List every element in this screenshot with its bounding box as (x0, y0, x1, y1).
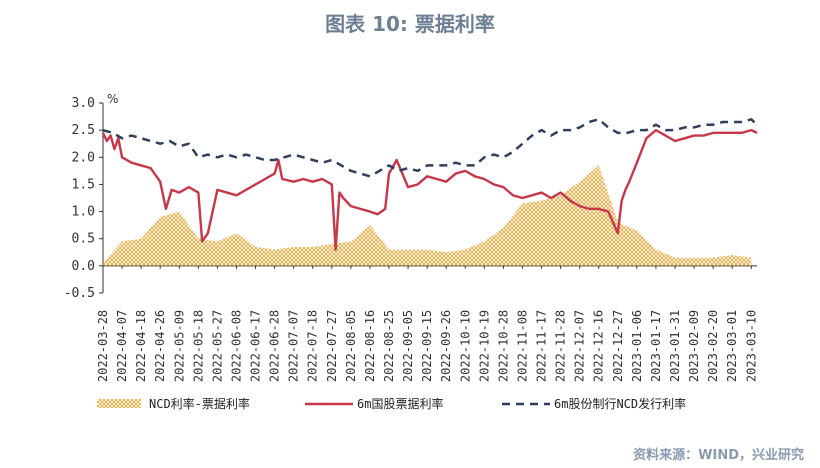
x-tick-label: 2022-04-26 (153, 310, 167, 382)
x-tick-label: 2022-05-27 (210, 310, 224, 382)
x-tick-label: 2023-01-31 (668, 310, 682, 382)
x-tick-label: 2022-10-19 (477, 310, 491, 382)
x-tick-label: 2022-09-05 (401, 310, 415, 382)
y-tick-label: 3.0 (72, 96, 95, 111)
x-tick-label: 2022-12-07 (573, 310, 587, 382)
x-tick-label: 2022-11-28 (554, 310, 568, 382)
x-tick-label: 2022-10-28 (496, 310, 510, 382)
y-tick-label: 2.0 (72, 150, 95, 165)
x-tick-label: 2022-03-28 (96, 310, 110, 382)
ncd-spread-area (103, 165, 752, 266)
y-tick-label: 0.5 (72, 232, 95, 247)
x-tick-label: 2023-01-17 (649, 310, 663, 382)
x-tick-label: 2022-06-17 (249, 310, 263, 382)
x-tick-label: 2023-01-06 (630, 310, 644, 382)
source-note: 资料来源：WIND，兴业研究 (633, 448, 804, 463)
legend-label: NCD利率-票据利率 (149, 396, 250, 411)
page-title: 图表 10: 票据利率 (325, 12, 495, 36)
x-tick-label: 2023-02-09 (687, 310, 701, 382)
x-tick-label: 2022-04-18 (134, 310, 148, 382)
x-tick-label: 2023-02-20 (706, 310, 720, 382)
y-axis: 3.0 2.5 2.0 1.5 1.0 0.5 0.0 -0.5% (64, 92, 119, 301)
x-tick-label: 2022-10-10 (458, 310, 472, 382)
y-tick-label: 1.0 (72, 205, 95, 220)
y-tick-label: 0.0 (72, 259, 95, 274)
x-tick-label: 2022-06-28 (268, 310, 282, 382)
legend-label: 6m国股票据利率 (357, 396, 443, 411)
y-tick-label: 2.5 (72, 123, 95, 138)
x-axis: 2022-03-28 2022-04-07 2022-04-18 2022-04-26… (96, 265, 758, 382)
x-tick-label: 2022-08-05 (344, 310, 358, 382)
x-tick-label: 2022-12-27 (611, 310, 625, 382)
x-tick-label: 2022-05-18 (191, 310, 205, 382)
bill-rate-line (101, 128, 758, 251)
ncd-rate-line (102, 118, 758, 178)
line-series (101, 118, 758, 251)
x-tick-label: 2023-03-01 (725, 310, 739, 382)
y-tick-label: -0.5 (64, 286, 95, 301)
y-axis-unit: % (107, 92, 118, 106)
x-tick-label: 2022-08-16 (363, 310, 377, 382)
area-series (103, 165, 752, 266)
x-tick-label: 2022-09-15 (420, 310, 434, 382)
y-tick-label: 1.5 (72, 177, 95, 192)
x-tick-label: 2022-11-08 (515, 310, 529, 382)
x-tick-label: 2022-07-27 (325, 310, 339, 382)
legend-swatch-area (97, 399, 141, 408)
x-tick-label: 2022-07-07 (287, 310, 301, 382)
x-tick-label: 2022-11-17 (535, 310, 549, 382)
x-tick-label: 2022-09-26 (439, 310, 453, 382)
legend-label: 6m股份制行NCD发行利率 (554, 396, 686, 411)
x-tick-label: 2022-05-09 (172, 310, 186, 382)
x-tick-label: 2022-12-16 (592, 310, 606, 382)
legend: NCD利率-票据利率 6m国股票据利率 6m股份制行NCD发行利率 (97, 396, 686, 411)
x-tick-label: 2022-06-08 (229, 310, 243, 382)
x-tick-label: 2022-04-07 (115, 310, 129, 382)
x-tick-label: 2023-03-10 (744, 310, 758, 382)
x-tick-label: 2022-07-18 (306, 310, 320, 382)
x-tick-label: 2022-08-25 (382, 310, 396, 382)
